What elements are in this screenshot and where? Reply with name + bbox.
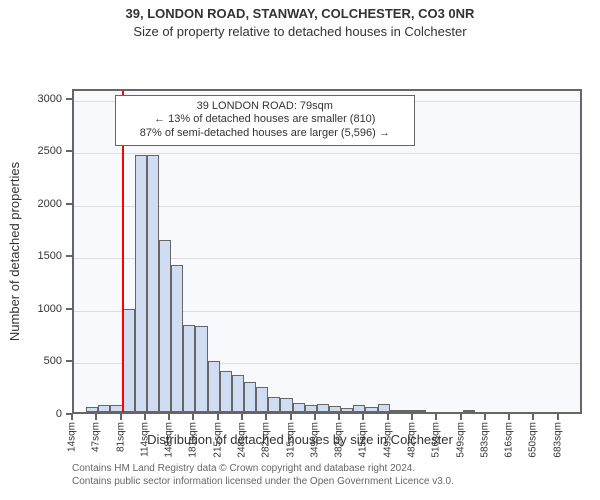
x-tick-mark [532, 414, 534, 420]
histogram-bar [244, 382, 256, 412]
histogram-bar [256, 387, 268, 411]
x-tick-mark [71, 414, 73, 420]
histogram-bar [317, 404, 329, 411]
y-axis-title: Number of detached properties [7, 89, 22, 414]
annotation-line: ← 13% of detached houses are smaller (81… [124, 113, 406, 127]
y-tick-label: 2000 [28, 198, 62, 210]
histogram-bar [98, 405, 110, 411]
y-tick-label: 2500 [28, 145, 62, 157]
x-tick-mark [120, 414, 122, 420]
y-tick-mark [66, 360, 72, 362]
annotation-line: 87% of semi-detached houses are larger (… [124, 127, 406, 141]
y-tick-label: 0 [28, 408, 62, 420]
y-tick-mark [66, 150, 72, 152]
y-tick-mark [66, 255, 72, 257]
histogram-bar [123, 309, 135, 412]
histogram-bar [183, 325, 195, 412]
histogram-bar [86, 407, 98, 411]
y-tick-label: 500 [28, 355, 62, 367]
histogram-bar [195, 326, 207, 412]
histogram-bar [463, 410, 475, 412]
x-tick-mark [338, 414, 340, 420]
histogram-bar [268, 397, 280, 412]
footer-attribution: Contains HM Land Registry data © Crown c… [72, 462, 454, 488]
histogram-bar [232, 375, 244, 412]
x-tick-mark [217, 414, 219, 420]
x-tick-mark [411, 414, 413, 420]
x-tick-mark [387, 414, 389, 420]
x-tick-mark [508, 414, 510, 420]
histogram-bar [341, 408, 353, 412]
chart-subtitle: Size of property relative to detached ho… [0, 22, 600, 39]
histogram-bar [147, 155, 159, 412]
x-tick-mark [144, 414, 146, 420]
histogram-bar [135, 155, 147, 412]
x-tick-mark [95, 414, 97, 420]
y-tick-mark [66, 98, 72, 100]
y-tick-label: 1500 [28, 250, 62, 262]
y-tick-label: 3000 [28, 93, 62, 105]
annotation-box: 39 LONDON ROAD: 79sqm← 13% of detached h… [115, 95, 415, 146]
x-tick-mark [290, 414, 292, 420]
x-tick-mark [557, 414, 559, 420]
y-tick-mark [66, 203, 72, 205]
histogram-bar [365, 407, 377, 411]
plot-area: 39 LONDON ROAD: 79sqm← 13% of detached h… [72, 89, 582, 414]
annotation-line: 39 LONDON ROAD: 79sqm [124, 100, 406, 114]
histogram-bar [220, 371, 232, 412]
x-tick-mark [265, 414, 267, 420]
x-tick-mark [314, 414, 316, 420]
x-tick-mark [460, 414, 462, 420]
x-tick-mark [192, 414, 194, 420]
footer-line-1: Contains HM Land Registry data © Crown c… [72, 462, 454, 475]
x-tick-mark [484, 414, 486, 420]
histogram-bar [305, 405, 317, 411]
footer-line-2: Contains public sector information licen… [72, 475, 454, 488]
histogram-bar [378, 404, 390, 411]
histogram-bar [208, 361, 220, 411]
histogram-bar [402, 410, 414, 412]
x-tick-mark [362, 414, 364, 420]
histogram-bar [293, 403, 305, 412]
chart-title: 39, LONDON ROAD, STANWAY, COLCHESTER, CO… [0, 0, 600, 22]
y-tick-label: 1000 [28, 303, 62, 315]
histogram-bar [390, 410, 402, 412]
histogram-bar [159, 240, 171, 412]
x-axis-title: Distribution of detached houses by size … [0, 432, 600, 447]
x-tick-mark [241, 414, 243, 420]
histogram-bar [280, 398, 292, 412]
x-tick-mark [435, 414, 437, 420]
x-tick-mark [168, 414, 170, 420]
histogram-bar [353, 405, 365, 411]
histogram-bar [329, 406, 341, 411]
histogram-bar [414, 410, 426, 412]
y-tick-mark [66, 308, 72, 310]
histogram-bar [171, 265, 183, 412]
